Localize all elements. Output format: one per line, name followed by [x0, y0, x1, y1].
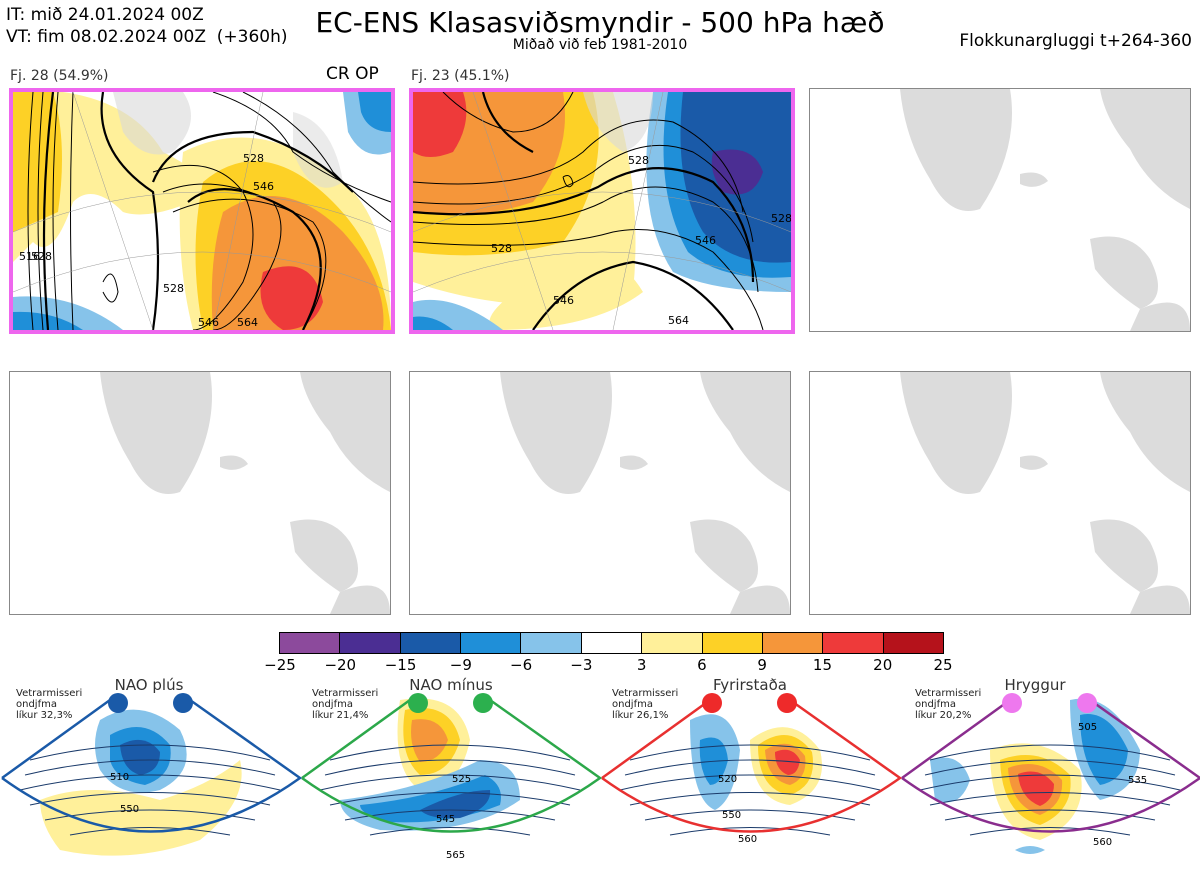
regime-3-map: 520 550 560	[601, 693, 903, 845]
regime-panels: 510 550 525 545 565	[1, 693, 1200, 861]
empty-map-4	[9, 371, 391, 615]
cluster-2-map-svg: 528 546 528 528 546 564	[413, 92, 791, 330]
cluster-2-map: 528 546 528 528 546 564	[409, 88, 795, 334]
regime-4-dot	[1002, 693, 1022, 713]
colorbar-swatch	[339, 633, 400, 653]
empty-map-6	[809, 371, 1191, 615]
colorbar-tick-label: −25	[264, 656, 296, 674]
colorbar-tick-label: 3	[636, 656, 647, 674]
colorbar-swatch	[399, 633, 461, 653]
cluster-2-label: Fj. 23 (45.1%)	[411, 68, 510, 84]
regime-1-note: Vetrarmisseri ondjfma líkur 32,3%	[16, 688, 83, 721]
colorbar-tick-label: −15	[384, 656, 417, 674]
contour-label: 564	[668, 314, 689, 327]
colorbar	[279, 632, 944, 654]
colorbar-tick-label: 25	[933, 656, 953, 674]
cluster-1-map-svg: 528 546 528 546 564 516 528	[13, 92, 391, 330]
colorbar-swatch	[822, 633, 883, 653]
contour-label: 528	[163, 282, 184, 295]
regime-1-dot	[108, 693, 128, 713]
colorbar-tick-label: −9	[449, 656, 472, 674]
contour-label: 516	[19, 250, 40, 263]
cluster-window: Flokkunargluggi t+264-360	[959, 31, 1192, 51]
regime-4-name: Hryggur	[1004, 676, 1066, 694]
contour-label: 528	[491, 242, 512, 255]
colorbar-tick-label: 9	[757, 656, 767, 674]
contour-label: 528	[243, 152, 264, 165]
colorbar-tick-label: 20	[873, 656, 893, 674]
regime-4-map: 505 535 560	[901, 693, 1200, 854]
colorbar-swatch	[580, 633, 642, 653]
page-subtitle: Miðað við feb 1981-2010	[512, 37, 688, 53]
empty-map-3	[809, 88, 1191, 332]
colorbar-swatch	[641, 633, 702, 653]
regime-contour-label: 525	[452, 774, 471, 785]
regime-contour-label: 550	[722, 810, 741, 821]
regime-contour-label: 545	[436, 814, 455, 825]
colorbar-swatch	[701, 633, 762, 653]
contour-label: 546	[198, 316, 219, 329]
regime-contour-label: 510	[110, 772, 129, 783]
contour-label: 528	[771, 212, 791, 225]
regime-2-dot	[473, 693, 493, 713]
empty-map-6-svg	[900, 372, 1190, 614]
colorbar-swatch	[761, 633, 823, 653]
regime-1-dot	[173, 693, 193, 713]
regime-contour-label: 535	[1128, 775, 1147, 786]
regime-contour-label: 560	[1093, 837, 1112, 848]
colorbar-tick-label: 15	[812, 656, 832, 674]
contour-label: 528	[31, 250, 52, 263]
regime-contour-label: 520	[718, 774, 737, 785]
page-title: EC-ENS Klasasviðsmyndir - 500 hPa hæð	[315, 6, 885, 39]
regime-2-map: 525 545 565	[301, 693, 603, 861]
regime-contour-label: 505	[1078, 722, 1097, 733]
init-time: IT: mið 24.01.2024 00Z	[6, 5, 204, 25]
regime-contour-label: 565	[446, 850, 465, 861]
colorbar-swatch	[520, 633, 581, 653]
empty-map-4-svg	[100, 372, 390, 614]
colorbar-swatch	[882, 633, 943, 653]
regime-3-dot	[777, 693, 797, 713]
regime-3-name: Fyrirstaða	[713, 676, 787, 694]
colorbar-swatch	[280, 633, 340, 653]
regime-4-note: Vetrarmisseri ondjfma líkur 20,2%	[915, 688, 982, 721]
regime-2-note: Vetrarmisseri ondjfma líkur 21,4%	[312, 688, 379, 721]
cluster-1-tags: CR OP	[326, 64, 379, 84]
regime-1-name: NAO plús	[114, 676, 184, 694]
empty-map-5-svg	[500, 372, 790, 614]
regime-2-dot	[408, 693, 428, 713]
cluster-1-label: Fj. 28 (54.9%)	[10, 68, 109, 84]
regime-1-map: 510 550	[1, 693, 303, 856]
regime-3-note: Vetrarmisseri ondjfma líkur 26,1%	[612, 688, 679, 721]
colorbar-tick-label: −20	[324, 656, 357, 674]
header-dates: IT: mið 24.01.2024 00Z VT: fim 08.02.2024…	[6, 4, 288, 48]
contour-label: 546	[253, 180, 274, 193]
empty-map-3-svg	[900, 89, 1190, 331]
empty-map-5	[409, 371, 791, 615]
regime-3-dot	[702, 693, 722, 713]
contour-label: 546	[553, 294, 574, 307]
regime-contour-label: 560	[738, 834, 757, 845]
colorbar-tick-label: 6	[697, 656, 707, 674]
regime-2-name: NAO mínus	[409, 676, 493, 694]
contour-label: 546	[695, 234, 716, 247]
cluster-1-map: 528 546 528 546 564 516 528	[9, 88, 395, 334]
contour-label: 528	[628, 154, 649, 167]
colorbar-tick-label: −6	[510, 656, 533, 674]
contour-label: 564	[237, 316, 258, 329]
regime-4-dot	[1077, 693, 1097, 713]
colorbar-swatch	[460, 633, 521, 653]
valid-time: VT: fim 08.02.2024 00Z (+360h)	[6, 27, 288, 47]
regime-contour-label: 550	[120, 804, 139, 815]
colorbar-tick-label: −3	[570, 656, 593, 674]
